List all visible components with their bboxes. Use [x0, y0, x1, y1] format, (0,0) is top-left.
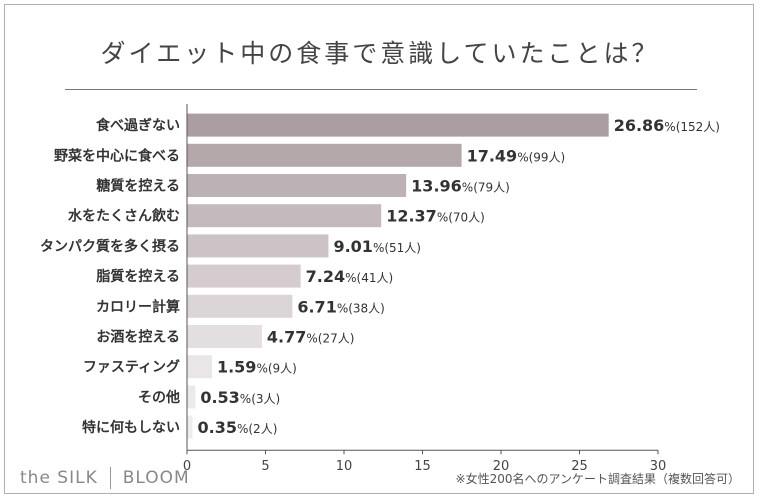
- x-tick-label: 25: [571, 459, 588, 474]
- x-tick-label: 10: [336, 459, 353, 474]
- value-label: 0.35%(2人): [197, 418, 277, 437]
- category-label: タンパク質を多く摂る: [40, 238, 180, 255]
- value-label: 9.01%(51人): [333, 237, 421, 256]
- bar: [187, 325, 262, 348]
- bar: [187, 113, 609, 137]
- bar: [187, 355, 212, 379]
- category-label: カロリー計算: [96, 298, 180, 315]
- x-tick-label: 15: [414, 459, 431, 474]
- chart-title: ダイエット中の食事で意識していたことは？: [100, 39, 660, 68]
- bar: [187, 385, 196, 409]
- category-label: 野菜を中心に食べる: [54, 147, 180, 164]
- title-underline: [65, 89, 697, 90]
- x-tick-label: 0: [183, 459, 191, 474]
- value-label: 6.71%(38人): [297, 297, 385, 316]
- brand-logo: the SILK BLOOM: [20, 467, 190, 489]
- bar: [187, 415, 193, 439]
- value-label: 7.24%(41人): [306, 267, 394, 286]
- category-label: 水をたくさん飲む: [68, 208, 180, 225]
- survey-note: ※女性200名へのアンケート調査結果（複数回答可）: [455, 472, 740, 486]
- x-tick-label: 30: [650, 459, 667, 474]
- category-label: 糖質を控える: [96, 178, 180, 195]
- category-label: 脂質を控える: [95, 268, 180, 285]
- category-label: 特に何もしない: [82, 419, 180, 436]
- category-label: 食べ過ぎない: [96, 117, 180, 134]
- value-label: 12.37%(70人): [386, 207, 485, 226]
- category-label: お酒を控える: [96, 329, 180, 346]
- bar: [187, 174, 407, 197]
- category-label: ファスティング: [83, 359, 180, 376]
- brand-right: BLOOM: [122, 468, 190, 488]
- brand-left: the SILK: [20, 468, 98, 488]
- bar: [187, 294, 293, 318]
- value-label: 26.86%(152人): [614, 116, 720, 135]
- value-label: 17.49%(99人): [467, 146, 566, 165]
- chart-frame: [4, 4, 754, 494]
- category-label: その他: [138, 389, 180, 406]
- bar: [187, 234, 329, 258]
- brand-divider: [109, 467, 111, 489]
- x-tick-label: 20: [493, 459, 510, 474]
- value-label: 1.59%(9人): [217, 358, 297, 377]
- bar: [187, 204, 382, 228]
- value-label: 4.77%(27人): [267, 328, 355, 347]
- bar: [187, 264, 301, 288]
- x-tick-label: 5: [261, 459, 269, 474]
- value-label: 13.96%(79人): [411, 177, 510, 196]
- bar: [187, 143, 462, 167]
- value-label: 0.53%(3人): [200, 388, 280, 407]
